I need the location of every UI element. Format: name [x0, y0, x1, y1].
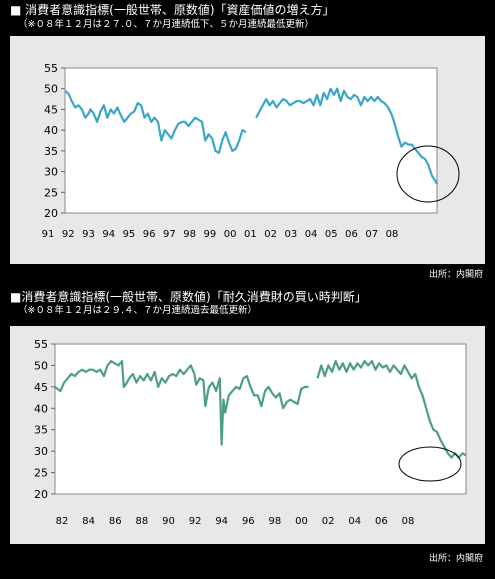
x-tick-label: 00	[224, 229, 237, 240]
y-tick-label: 20	[34, 488, 48, 501]
y-tick-label: 25	[34, 467, 48, 480]
y-tick-label: 20	[44, 207, 58, 220]
chart1-source: 出所：内閣府	[428, 270, 483, 280]
plot-area	[64, 67, 438, 214]
y-tick-label: 35	[34, 424, 48, 437]
y-tick-label: 55	[34, 338, 48, 351]
x-tick-label: 08	[386, 229, 399, 240]
y-tick-label: 55	[44, 62, 58, 75]
series-line-2	[255, 87, 438, 185]
x-tick-label: 95	[123, 229, 136, 240]
x-tick-label: 06	[345, 229, 358, 240]
x-tick-label: 86	[109, 516, 122, 527]
chart2-svg: 20 25 30 35 40 45 50 55 82 84 86 88 90 92 94 96 98 00 02 04…	[34, 338, 467, 527]
x-tick-label: 98	[183, 229, 196, 240]
chart2-source: 出所：内閣府	[428, 554, 483, 564]
chart2-panel: 20 25 30 35 40 45 50 55 82 84 86 88 90 92 94 96 98 00 02 04…	[10, 326, 485, 544]
x-tick-label: 91	[42, 229, 55, 240]
y-tick-label: 30	[44, 166, 58, 179]
x-tick-label: 82	[56, 516, 69, 527]
x-tick-label: 97	[163, 229, 176, 240]
y-tick-label: 45	[44, 103, 58, 116]
x-tick-label: 99	[204, 229, 217, 240]
x-tick-label: 04	[305, 229, 318, 240]
y-tick-label: 50	[44, 83, 58, 96]
y-tick-label: 50	[34, 359, 48, 372]
x-tick-label: 07	[365, 229, 378, 240]
chart1-svg: 20 25 30 35 40 45 50 55 91 92 93 94 95 96 97 98 99 00 01 02…	[42, 62, 460, 240]
x-tick-label: 92	[189, 516, 202, 527]
x-tick-label: 84	[82, 516, 95, 527]
x-tick-label: 94	[102, 229, 115, 240]
x-tick-label: 02	[264, 229, 277, 240]
chart1-subtitle: （※０８年１２月は２７.０、７か月連続低下、５か月連続最低更新）	[18, 19, 314, 30]
y-tick-label: 40	[44, 124, 58, 137]
chart1-panel: 20 25 30 35 40 45 50 55 91 92 93 94 95 96 97 98 99 00 01 02…	[10, 36, 485, 264]
series-line-1	[54, 359, 309, 446]
y-tick-label: 25	[44, 186, 58, 199]
y-tick-label: 30	[34, 445, 48, 458]
x-tick-label: 94	[215, 516, 228, 527]
chart2-title: ■消費者意識指標(一般世帯、原数値)「耐久消費財の買い時判断」	[10, 290, 367, 304]
x-tick-label: 08	[402, 516, 415, 527]
x-tick-label: 05	[325, 229, 338, 240]
x-tick-label: 98	[269, 516, 282, 527]
chart2-subtitle: （※０８年１２月は２９.４、７か月連続過去最低更新）	[18, 305, 257, 316]
x-tick-label: 90	[162, 516, 175, 527]
highlight-circle	[396, 145, 460, 203]
x-tick-label: 06	[375, 516, 388, 527]
x-tick-label: 01	[244, 229, 257, 240]
x-tick-label: 96	[143, 229, 156, 240]
y-tick-label: 35	[44, 145, 58, 158]
series-line-2	[316, 359, 467, 459]
x-tick-label: 04	[348, 516, 361, 527]
x-tick-label: 92	[62, 229, 75, 240]
x-tick-label: 96	[242, 516, 255, 527]
x-tick-label: 02	[322, 516, 335, 527]
x-tick-label: 88	[135, 516, 148, 527]
chart1-title: ■ 消費者意識指標(一般世帯、原数値)「資産価値の増え方」	[10, 3, 335, 17]
highlight-circle	[398, 446, 462, 482]
x-tick-label: 93	[82, 229, 95, 240]
series-line-1	[64, 89, 247, 155]
x-tick-label: 00	[295, 516, 308, 527]
x-tick-label: 03	[284, 229, 297, 240]
y-tick-label: 45	[34, 381, 48, 394]
y-tick-label: 40	[34, 402, 48, 415]
